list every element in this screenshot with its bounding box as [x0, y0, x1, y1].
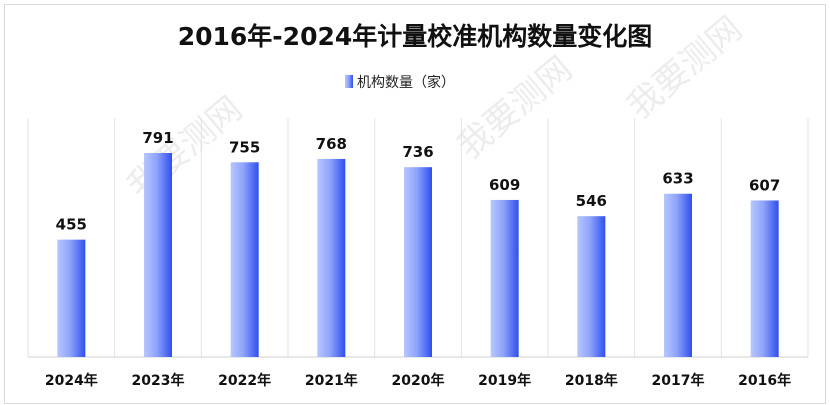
bar-2023年 — [144, 153, 172, 357]
legend-swatch — [345, 75, 353, 88]
bars — [57, 153, 779, 357]
bar-2017年 — [664, 193, 692, 357]
data-labels: 455 791 755 768 736 609 546 633 607 — [56, 129, 781, 234]
tick-2022年: 2022年 — [218, 372, 271, 389]
tick-2024年: 2024年 — [45, 372, 98, 389]
bar-2022年 — [230, 162, 259, 357]
data-label-2020年: 736 — [402, 143, 433, 161]
data-label-2019年: 609 — [489, 176, 520, 194]
x-axis-ticks: 2024年 2023年 2022年 2021年 2020年 2019年 2018年 2017年… — [45, 372, 791, 389]
tick-2023年: 2023年 — [132, 372, 185, 389]
tick-2020年: 2020年 — [392, 372, 445, 389]
tick-2016年: 2016年 — [738, 372, 791, 389]
bar-2021年 — [317, 158, 346, 357]
legend: 机构数量（家） — [345, 74, 455, 91]
tick-2021年: 2021年 — [305, 372, 358, 389]
data-label-2016年: 607 — [749, 176, 780, 194]
data-label-2022年: 755 — [229, 138, 260, 156]
data-label-2021年: 768 — [316, 135, 347, 153]
data-label-2024年: 455 — [56, 216, 87, 234]
tick-2017年: 2017年 — [652, 372, 705, 389]
bar-2016年 — [750, 200, 779, 357]
data-label-2018年: 546 — [576, 192, 607, 210]
tick-2018年: 2018年 — [565, 372, 618, 389]
tick-2019年: 2019年 — [478, 372, 531, 389]
watermark-text: 我要测网 — [450, 49, 580, 167]
legend-label: 机构数量（家） — [357, 74, 455, 91]
data-label-2017年: 633 — [662, 170, 693, 188]
bar-2019年 — [490, 199, 519, 357]
chart-title: 2016年-2024年计量校准机构数量变化图 — [178, 22, 653, 51]
bar-2024年 — [57, 239, 86, 357]
data-label-2023年: 791 — [142, 129, 173, 147]
bar-2020年 — [404, 167, 432, 357]
bar-2018年 — [577, 216, 606, 357]
